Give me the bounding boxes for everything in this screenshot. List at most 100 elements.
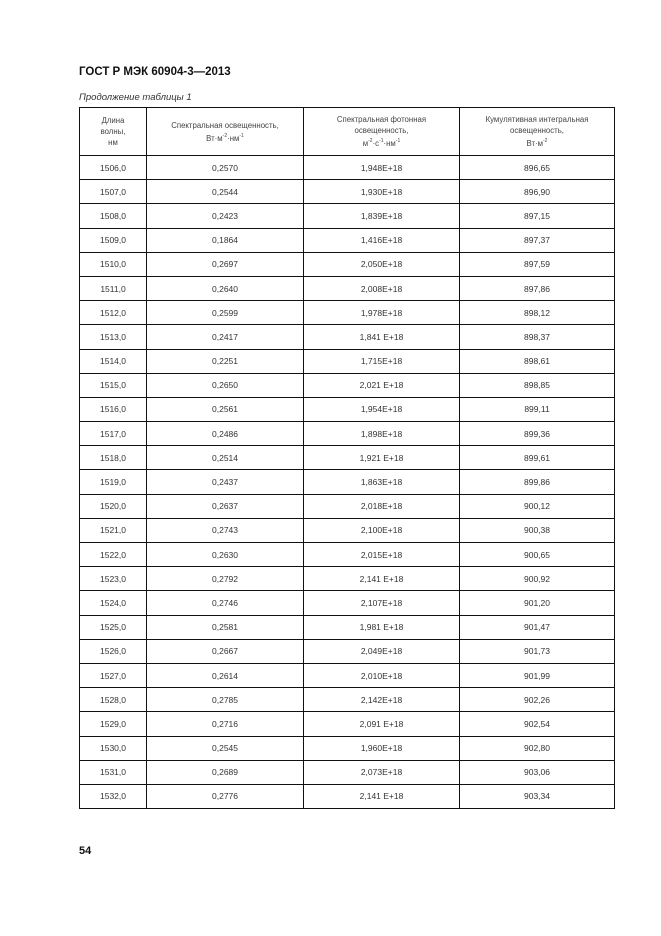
cell-spectral-irradiance: 0,2251 (146, 348, 304, 374)
header-cumulative-irradiance: Кумулятивная интегральная освещенность, … (459, 107, 615, 156)
cell-cumulative-irradiance: 902,26 (459, 687, 615, 713)
header-wavelength: Длина волны, нм (79, 107, 147, 156)
table-row: 1519,0 0,2437 1,863E+18 899,86 (79, 469, 615, 495)
cell-spectral-irradiance: 0,2689 (146, 759, 304, 785)
header-unit: нм (108, 138, 118, 147)
table-row: 1522,0 0,2630 2,015E+18 900,65 (79, 541, 615, 568)
header-text: освещенность, (510, 126, 564, 135)
cell-cumulative-irradiance: 898,85 (459, 372, 615, 398)
header-unit: ·с (372, 139, 380, 148)
cell-cumulative-irradiance: 901,47 (459, 614, 615, 640)
cell-spectral-irradiance: 0,2581 (146, 614, 304, 640)
cell-cumulative-irradiance: 900,38 (459, 517, 615, 544)
table-row: 1511,0 0,2640 2,008E+18 897,86 (79, 275, 615, 302)
table-row: 1525,0 0,2581 1,981 E+18 901,47 (79, 614, 615, 640)
cell-spectral-irradiance: 0,2667 (146, 638, 304, 664)
cell-cumulative-irradiance: 898,37 (459, 324, 615, 350)
cell-photon-irradiance: 2,100E+18 (303, 517, 460, 544)
table-row: 1507,0 0,2544 1,930E+18 896,90 (79, 179, 615, 205)
cell-cumulative-irradiance: 899,36 (459, 421, 615, 447)
header-text: Кумулятивная интегральная (485, 115, 589, 124)
cell-wavelength: 1532,0 (79, 783, 147, 810)
cell-photon-irradiance: 1,898E+18 (303, 421, 460, 447)
table-row: 1521,0 0,2743 2,100E+18 900,38 (79, 517, 615, 544)
header-text: Длина (101, 116, 125, 125)
cell-photon-irradiance: 2,142E+18 (303, 687, 460, 713)
cell-wavelength: 1511,0 (79, 275, 147, 302)
cell-wavelength: 1510,0 (79, 251, 147, 277)
cell-photon-irradiance: 1,416E+18 (303, 227, 460, 253)
cell-spectral-irradiance: 0,2423 (146, 203, 304, 229)
table-row: 1527,0 0,2614 2,010E+18 901,99 (79, 662, 615, 689)
cell-spectral-irradiance: 0,2792 (146, 566, 304, 592)
cell-cumulative-irradiance: 901,99 (459, 662, 615, 689)
cell-spectral-irradiance: 0,2697 (146, 251, 304, 277)
cell-cumulative-irradiance: 896,90 (459, 179, 615, 205)
cell-cumulative-irradiance: 897,15 (459, 203, 615, 229)
cell-spectral-irradiance: 0,2630 (146, 541, 304, 568)
header-unit: ·нм (383, 139, 396, 148)
cell-photon-irradiance: 1,954E+18 (303, 396, 460, 423)
cell-wavelength: 1523,0 (79, 566, 147, 592)
cell-wavelength: 1515,0 (79, 372, 147, 398)
header-spectral-irradiance: Спектральная освещенность, Вт·м-2·нм-1 (146, 107, 304, 156)
cell-spectral-irradiance: 0,2417 (146, 324, 304, 350)
cell-spectral-irradiance: 0,2545 (146, 735, 304, 761)
cell-cumulative-irradiance: 901,73 (459, 638, 615, 664)
cell-spectral-irradiance: 0,2637 (146, 493, 304, 519)
header-exponent: -1 (239, 132, 244, 139)
header-unit: Вт·м (526, 139, 544, 148)
cell-spectral-irradiance: 0,2640 (146, 275, 304, 302)
table-row: 1530,0 0,2545 1,960E+18 902,80 (79, 735, 615, 761)
header-exponent: -2 (368, 138, 373, 144)
table-row: 1506,0 0,2570 1,948E+18 896,65 (79, 154, 615, 181)
cell-wavelength: 1517,0 (79, 421, 147, 447)
table-row: 1509,0 0,1864 1,416E+18 897,37 (79, 227, 615, 253)
cell-spectral-irradiance: 0,1864 (146, 227, 304, 253)
cell-spectral-irradiance: 0,2437 (146, 469, 304, 495)
cell-photon-irradiance: 2,049E+18 (303, 638, 460, 664)
cell-wavelength: 1514,0 (79, 348, 147, 374)
cell-wavelength: 1512,0 (79, 300, 147, 326)
cell-photon-irradiance: 2,050E+18 (303, 251, 460, 277)
table-row: 1512,0 0,2599 1,978E+18 898,12 (79, 300, 615, 326)
cell-wavelength: 1522,0 (79, 541, 147, 568)
header-unit: м (362, 139, 369, 148)
cell-spectral-irradiance: 0,2743 (146, 517, 304, 544)
cell-wavelength: 1508,0 (79, 203, 147, 229)
table-row: 1531,0 0,2689 2,073E+18 903,06 (79, 759, 615, 785)
cell-spectral-irradiance: 0,2561 (146, 396, 304, 423)
table-row: 1510,0 0,2697 2,050E+18 897,59 (79, 251, 615, 277)
table-header-row: Длина волны, нм Спектральная освещенност… (79, 107, 615, 156)
cell-photon-irradiance: 1,930E+18 (303, 179, 460, 205)
cell-cumulative-irradiance: 897,86 (459, 275, 615, 302)
header-unit: ·нм (227, 133, 240, 143)
cell-photon-irradiance: 1,948E+18 (303, 154, 460, 181)
table-body: 1506,0 0,2570 1,948E+18 896,65 1507,0 0,2544 1… (79, 154, 615, 810)
cell-cumulative-irradiance: 898,61 (459, 348, 615, 374)
cell-photon-irradiance: 2,073E+18 (303, 759, 460, 785)
table-row: 1526,0 0,2667 2,049E+18 901,73 (79, 638, 615, 664)
cell-spectral-irradiance: 0,2785 (146, 687, 304, 713)
table-row: 1518,0 0,2514 1,921 E+18 899,61 (79, 445, 615, 471)
cell-photon-irradiance: 2,107E+18 (303, 590, 460, 616)
cell-wavelength: 1520,0 (79, 493, 147, 519)
cell-photon-irradiance: 1,863E+18 (303, 469, 460, 495)
cell-cumulative-irradiance: 897,59 (459, 251, 615, 277)
cell-wavelength: 1530,0 (79, 735, 147, 761)
table-row: 1517,0 0,2486 1,898E+18 899,36 (79, 421, 615, 447)
header-text: Спектральная фотонная (336, 115, 427, 124)
cell-wavelength: 1529,0 (79, 711, 147, 737)
cell-photon-irradiance: 2,021 E+18 (303, 372, 460, 398)
cell-photon-irradiance: 2,010E+18 (303, 662, 460, 689)
cell-wavelength: 1518,0 (79, 445, 147, 471)
cell-photon-irradiance: 1,981 E+18 (303, 614, 460, 640)
cell-cumulative-irradiance: 902,54 (459, 711, 615, 737)
cell-wavelength: 1528,0 (79, 687, 147, 713)
cell-cumulative-irradiance: 896,65 (459, 154, 615, 181)
cell-wavelength: 1524,0 (79, 590, 147, 616)
cell-photon-irradiance: 1,839E+18 (303, 203, 460, 229)
document-title: ГОСТ Р МЭК 60904-3—2013 (79, 66, 231, 78)
table-caption: Продолжение таблицы 1 (79, 92, 192, 103)
table-row: 1529,0 0,2716 2,091 E+18 902,54 (79, 711, 615, 737)
